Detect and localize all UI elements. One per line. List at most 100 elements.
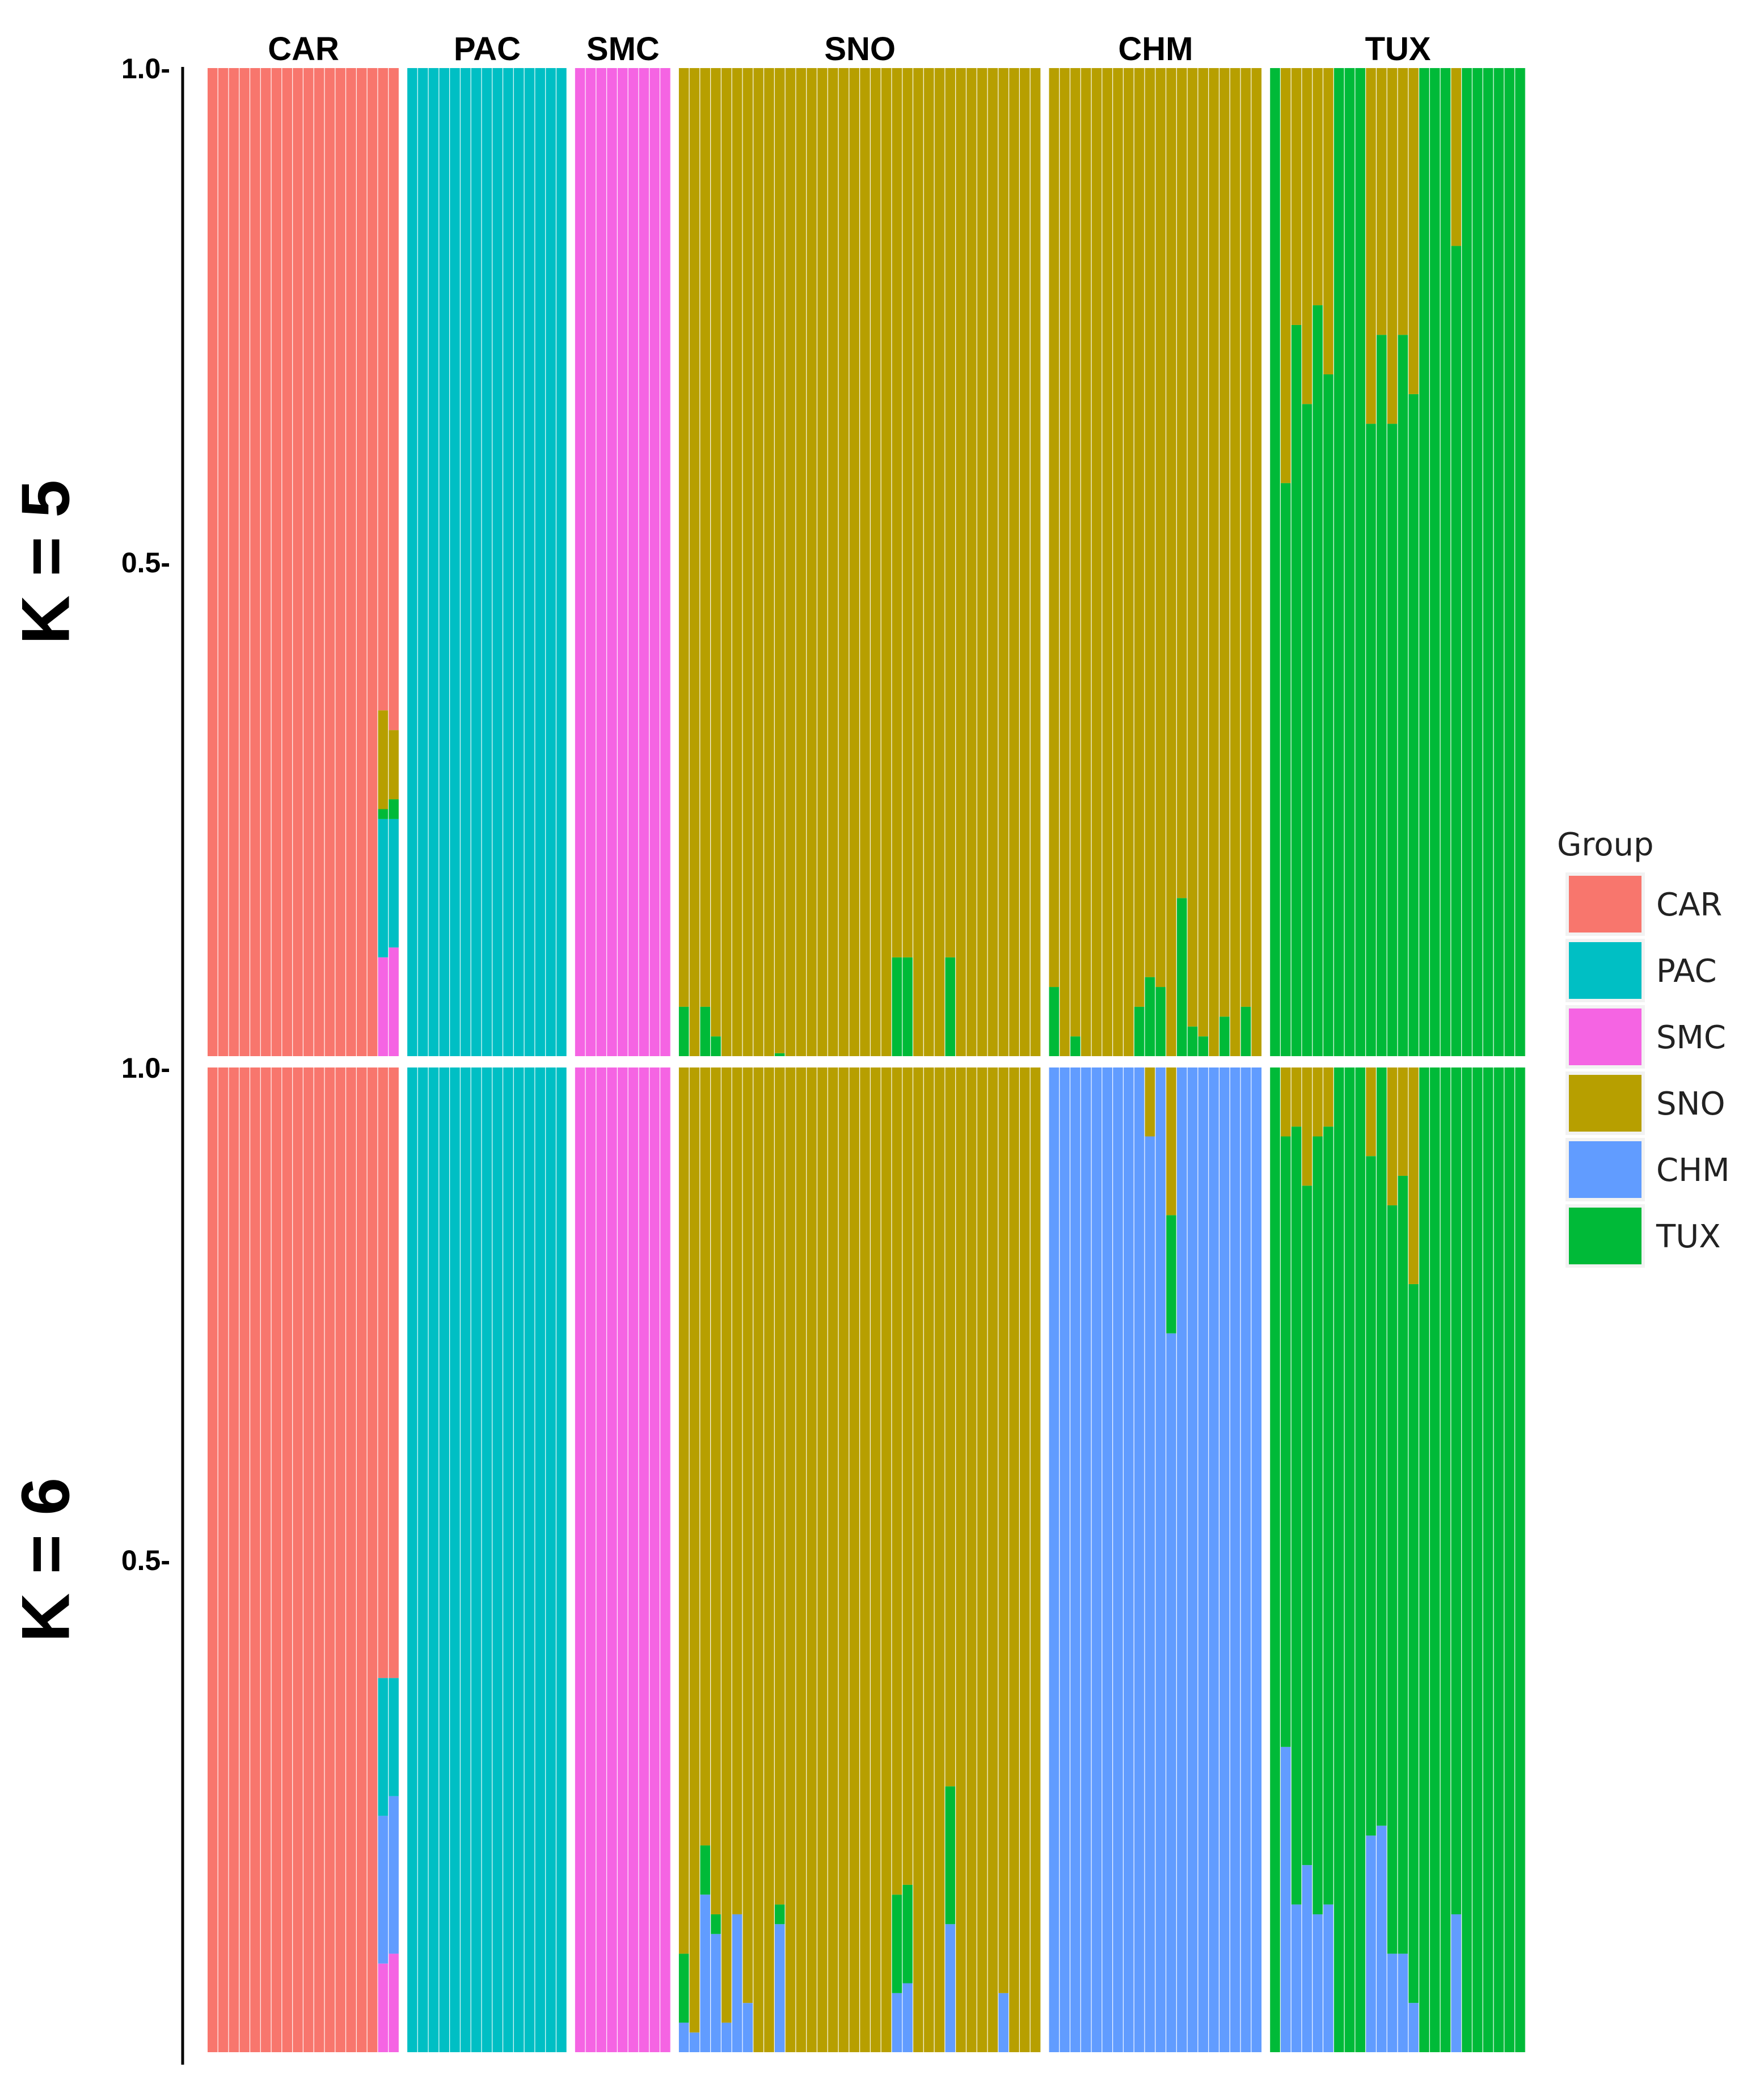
individual-bar bbox=[1060, 68, 1071, 1056]
segment-sno bbox=[828, 68, 839, 1056]
segment-tux bbox=[1302, 404, 1313, 1056]
individual-bar bbox=[367, 1067, 379, 2052]
individual-bar bbox=[389, 1067, 400, 2052]
segment-tux bbox=[1377, 1067, 1387, 1826]
individual-bar bbox=[807, 68, 818, 1056]
individual-bar bbox=[314, 68, 326, 1056]
segment-sno bbox=[378, 710, 389, 809]
individual-bar bbox=[1155, 68, 1167, 1056]
segment-chm bbox=[1366, 1836, 1377, 2052]
segment-tux bbox=[1377, 335, 1387, 1056]
segment-pac bbox=[482, 68, 493, 1056]
segment-sno bbox=[1091, 68, 1103, 1056]
legend-swatch bbox=[1569, 876, 1641, 932]
segment-sno bbox=[796, 1067, 807, 2052]
individual-bar bbox=[417, 68, 429, 1056]
individual-bar bbox=[871, 68, 883, 1056]
segment-chm bbox=[1219, 1067, 1230, 2052]
individual-bar bbox=[967, 1067, 978, 2052]
segment-pac bbox=[482, 1067, 493, 2052]
individual-bar bbox=[1240, 68, 1252, 1056]
individual-bar bbox=[260, 68, 272, 1056]
individual-bar bbox=[556, 1067, 568, 2052]
segment-pac bbox=[407, 68, 418, 1056]
segment-tux bbox=[1280, 483, 1292, 1056]
segment-sno bbox=[785, 1067, 796, 2052]
individual-bar bbox=[987, 68, 999, 1056]
segment-chm bbox=[1060, 1067, 1071, 2052]
individual-bar bbox=[1198, 68, 1210, 1056]
individual-bar bbox=[923, 1067, 935, 2052]
segment-sno bbox=[1030, 1067, 1041, 2052]
individual-bar bbox=[1344, 68, 1356, 1056]
segment-chm bbox=[1166, 1333, 1177, 2052]
segment-sno bbox=[785, 68, 796, 1056]
individual-bar bbox=[1419, 1067, 1431, 2052]
segment-chm bbox=[1251, 1067, 1263, 2052]
segment-pac bbox=[492, 68, 504, 1056]
individual-bar bbox=[250, 68, 262, 1056]
individual-bar bbox=[492, 68, 504, 1056]
segment-sno bbox=[881, 1067, 892, 2052]
segment-sno bbox=[764, 68, 775, 1056]
segment-tux bbox=[1313, 1136, 1324, 1914]
individual-bar bbox=[1166, 1067, 1178, 2052]
segment-chm bbox=[389, 1796, 400, 1954]
segment-car bbox=[314, 1067, 325, 2052]
segment-smc bbox=[378, 1963, 389, 2052]
segment-car bbox=[324, 68, 336, 1056]
segment-tux bbox=[1134, 1006, 1145, 1056]
individual-bar bbox=[1504, 68, 1516, 1056]
individual-bar bbox=[607, 1067, 619, 2052]
individual-bar bbox=[585, 1067, 597, 2052]
individual-bar bbox=[513, 1067, 525, 2052]
segment-sno bbox=[871, 68, 881, 1056]
individual-bar bbox=[450, 1067, 462, 2052]
individual-bar bbox=[711, 68, 723, 1056]
segment-pac bbox=[450, 1067, 461, 2052]
individual-bar bbox=[934, 1067, 946, 2052]
individual-bar bbox=[1134, 68, 1146, 1056]
individual-bar bbox=[1280, 68, 1293, 1056]
segment-smc bbox=[617, 68, 628, 1056]
segment-pac bbox=[439, 1067, 450, 2052]
individual-bar bbox=[1313, 68, 1324, 1056]
individual-bar bbox=[617, 68, 630, 1056]
individual-bar bbox=[1081, 1067, 1092, 2052]
individual-bar bbox=[1302, 1067, 1314, 2052]
segment-chm bbox=[1408, 2003, 1420, 2052]
individual-bar bbox=[1377, 68, 1389, 1056]
individual-bar bbox=[346, 68, 358, 1056]
individual-bar bbox=[1451, 1067, 1463, 2052]
segment-sno bbox=[753, 1067, 765, 2052]
segment-chm bbox=[892, 1993, 903, 2052]
segment-sno bbox=[998, 68, 1010, 1056]
segment-sno bbox=[1398, 68, 1409, 335]
segment-sno bbox=[774, 1067, 786, 1905]
segment-sno bbox=[721, 1067, 732, 2023]
segment-car bbox=[260, 1067, 272, 2052]
individual-bar bbox=[271, 1067, 283, 2052]
individual-bar bbox=[303, 1067, 315, 2052]
individual-bar bbox=[1251, 1067, 1263, 2052]
legend-label: SNO bbox=[1656, 1086, 1725, 1123]
segment-tux bbox=[1176, 898, 1188, 1056]
segment-pac bbox=[417, 68, 429, 1056]
segment-tux bbox=[1198, 1036, 1209, 1056]
segment-tux bbox=[1344, 1067, 1356, 2052]
segment-tux bbox=[1355, 1067, 1366, 2052]
segment-tux bbox=[1483, 68, 1494, 1056]
individual-bar bbox=[575, 1067, 586, 2052]
segment-chm bbox=[1377, 1825, 1387, 2052]
individual-bar bbox=[934, 68, 946, 1056]
individual-bar bbox=[1145, 68, 1157, 1056]
segment-tux bbox=[1366, 424, 1377, 1056]
population-label-tux: TUX bbox=[1365, 31, 1431, 67]
individual-bar bbox=[1408, 68, 1420, 1056]
segment-pac bbox=[513, 1067, 525, 2052]
segment-tux bbox=[678, 1006, 690, 1056]
segment-sno bbox=[881, 68, 892, 1056]
individual-bar bbox=[1462, 1067, 1474, 2052]
segment-sno bbox=[945, 68, 956, 957]
individual-bar bbox=[828, 68, 839, 1056]
